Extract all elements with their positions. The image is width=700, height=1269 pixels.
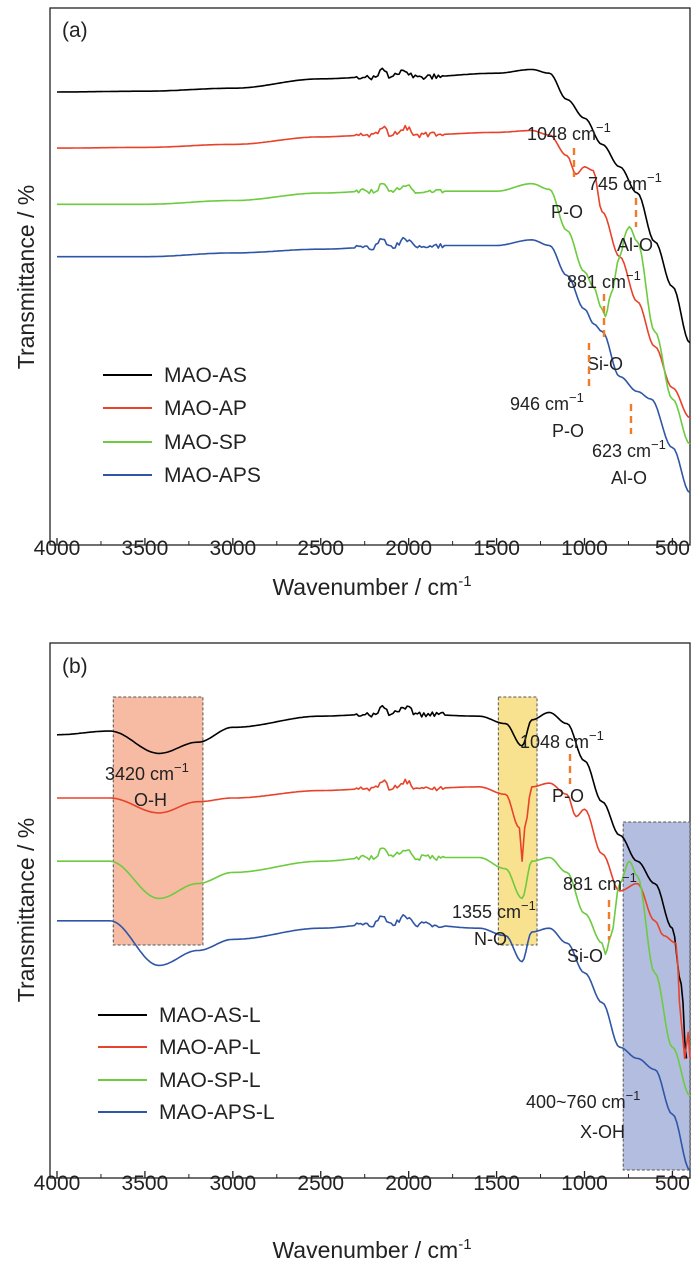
legend-label: MAO-SP <box>164 431 247 454</box>
series-line <box>57 67 691 344</box>
annotation-value: 400~760 cm−1 <box>526 1088 640 1112</box>
annotation-label: Si-O <box>587 354 623 374</box>
legend: MAO-AS-L MAO-AP-L MAO-SP-L MAO-APS-L <box>98 1004 275 1124</box>
x-axis-label: Wavenumber / cm-1 <box>272 573 471 600</box>
annotation-label: O-H <box>134 790 167 810</box>
x-tick-label: 3500 <box>122 537 169 560</box>
annotation-label: P-O <box>551 202 583 222</box>
annotation-label: P-O <box>552 786 584 806</box>
y-axis-label: Transmittance / % <box>13 185 39 369</box>
highlight-region <box>112 696 204 946</box>
annotation-group: 1048 cm−1 P-O 745 cm−1 Al-O 881 cm−1 Si-… <box>510 120 666 488</box>
annotation-label: Al-O <box>611 468 647 488</box>
annotation-value: 946 cm−1 <box>510 390 584 414</box>
x-tick-label: 3000 <box>209 537 256 560</box>
series-line <box>57 182 691 445</box>
x-tick-label: 2500 <box>297 1172 344 1195</box>
legend-label: MAO-AP <box>164 397 247 420</box>
x-tick-label: 4000 <box>34 1172 81 1195</box>
x-tick-label: 2000 <box>385 1172 432 1195</box>
annotation-value: 1048 cm−1 <box>527 120 611 144</box>
highlight-region <box>497 696 538 946</box>
annotation-label: Al-O <box>617 235 653 255</box>
panel-a: (a) 4000 3500 3000 2500 2000 1500 1000 500 1048… <box>13 7 691 600</box>
annotation-markers <box>572 148 638 434</box>
annotation-label: Si-O <box>567 946 603 966</box>
panel-b: (b) 4000 3500 3000 2500 2000 1500 1000 500 3420… <box>13 642 691 1263</box>
legend-label: MAO-APS-L <box>159 1101 275 1124</box>
series-line <box>57 778 691 1060</box>
y-axis-label: Transmittance / % <box>13 818 39 1002</box>
legend-label: MAO-AS <box>164 364 247 387</box>
x-tick-label: 500 <box>655 537 690 560</box>
legend-label: MAO-SP-L <box>159 1069 261 1092</box>
annotation-value: 623 cm−1 <box>592 437 666 461</box>
x-tick-label: 3500 <box>122 1172 169 1195</box>
x-tick-label: 2500 <box>297 537 344 560</box>
x-tick-label: 1000 <box>561 537 608 560</box>
annotation-label: X-OH <box>580 1122 625 1142</box>
legend: MAO-AS MAO-AP MAO-SP MAO-APS <box>103 364 261 487</box>
x-tick-label: 3000 <box>209 1172 256 1195</box>
legend-label: MAO-AP-L <box>159 1036 261 1059</box>
series-line <box>57 847 691 1097</box>
annotation-value: 1355 cm−1 <box>452 898 536 922</box>
annotation-value: 881 cm−1 <box>567 268 641 292</box>
series-line <box>57 914 691 1171</box>
annotation-value: 1048 cm−1 <box>520 728 604 752</box>
annotation-group: 3420 cm−1 O-H 1048 cm−1 P-O 1355 cm−1 N-… <box>105 728 640 1142</box>
x-tick-label: 1500 <box>473 1172 520 1195</box>
x-axis-label: Wavenumber / cm-1 <box>272 1236 471 1263</box>
annotation-label: N-O <box>474 929 507 949</box>
series-line <box>57 236 691 494</box>
x-tick-label: 2000 <box>385 537 432 560</box>
x-tick-label: 1500 <box>473 537 520 560</box>
legend-label: MAO-APS <box>164 464 261 487</box>
x-tick-label: 1000 <box>561 1172 608 1195</box>
x-tick-label: 500 <box>655 1172 690 1195</box>
annotation-label: P-O <box>552 421 584 441</box>
annotation-markers <box>568 754 611 940</box>
series-line <box>57 124 691 419</box>
panel-label: (b) <box>62 655 88 678</box>
annotation-value: 3420 cm−1 <box>105 760 189 784</box>
series-line <box>56 704 688 1059</box>
x-tick-label: 4000 <box>34 537 81 560</box>
plot-frame <box>49 7 691 546</box>
annotation-value: 881 cm−1 <box>563 870 637 894</box>
annotation-value: 745 cm−1 <box>588 170 662 194</box>
panel-label: (a) <box>62 19 88 42</box>
legend-label: MAO-AS-L <box>159 1004 261 1027</box>
